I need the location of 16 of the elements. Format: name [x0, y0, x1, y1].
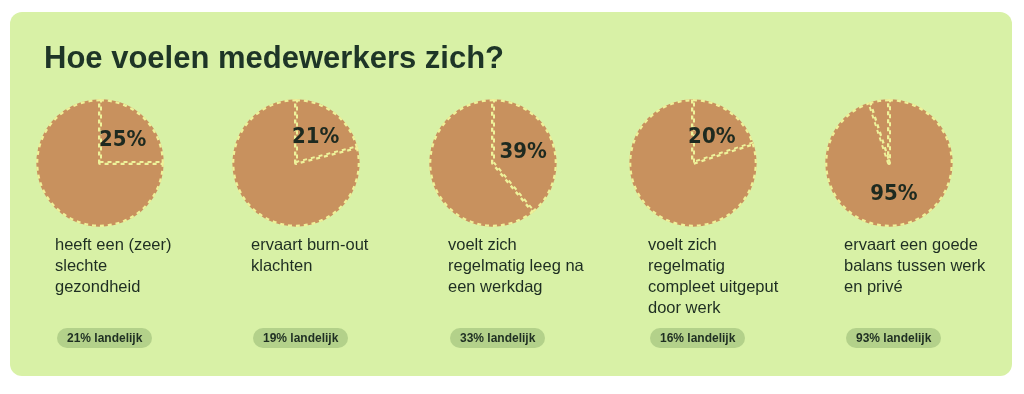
- text: Hoe voelen medewerkers zich?: [44, 40, 505, 76]
- text: 16% landelijk: [650, 328, 746, 348]
- text: 21% landelijk: [57, 328, 153, 348]
- text: 19% landelijk: [253, 328, 349, 348]
- data-label: 39%: [499, 137, 547, 163]
- text: 93% landelijk: [846, 328, 942, 348]
- data-label: 95%: [870, 180, 918, 206]
- text: heeft een (zeer) slechte gezondheid: [55, 234, 173, 297]
- text: voelt zich regelmatig compleet uitgeput door werk: [648, 234, 780, 318]
- text: 33% landelijk: [450, 328, 546, 348]
- text: voelt zich regelmatig leeg na een werkdag: [448, 234, 585, 297]
- data-label: 25%: [98, 126, 147, 152]
- text: ervaart een goede balans tussen werk en privé: [844, 234, 986, 297]
- data-label: 20%: [688, 122, 736, 148]
- text: ervaart burn-out klachten: [251, 234, 370, 276]
- data-label: 21%: [291, 123, 340, 149]
